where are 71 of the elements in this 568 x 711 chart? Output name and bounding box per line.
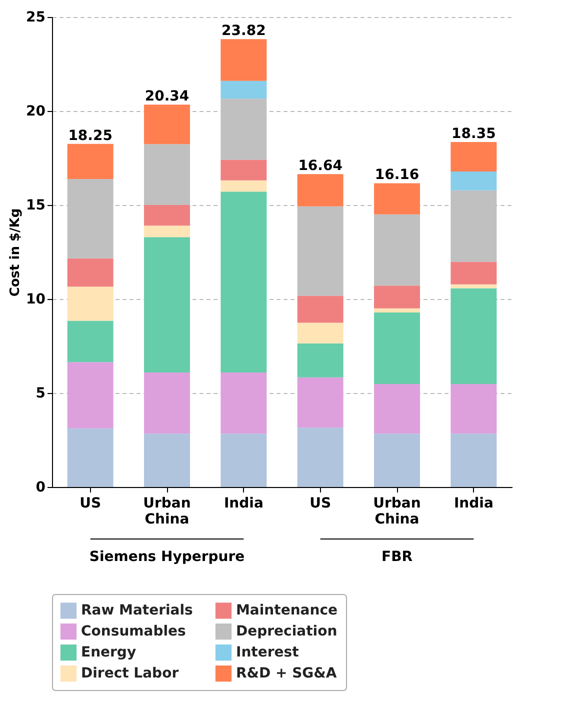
y-tick-label: 20 <box>26 104 46 120</box>
x-tick-label: Urban China <box>143 496 191 528</box>
total-label: 23.82 <box>222 23 266 40</box>
total-label: 16.16 <box>374 167 420 184</box>
bar <box>297 296 344 323</box>
bar <box>67 286 114 321</box>
legend-label: R&D + SG&A <box>236 666 337 682</box>
bar <box>450 262 497 284</box>
bar <box>144 205 190 226</box>
y-tick-label: 0 <box>36 480 46 496</box>
total-label: 18.35 <box>452 126 496 142</box>
bar <box>297 428 344 487</box>
bar <box>374 308 420 313</box>
total-label: 16.64 <box>298 158 343 174</box>
bar <box>220 192 267 373</box>
bar <box>144 372 190 434</box>
bar <box>297 206 344 296</box>
bar <box>450 288 497 384</box>
text: FBR <box>381 549 413 565</box>
bar <box>67 258 114 287</box>
bar <box>220 39 267 81</box>
bar <box>220 180 267 192</box>
bar <box>67 362 114 428</box>
x-tick-label: Urban China <box>373 496 421 528</box>
bar <box>374 434 420 487</box>
bar <box>450 284 497 288</box>
bar <box>374 214 420 286</box>
y-tick-label: 15 <box>26 198 46 214</box>
text: Siemens Hyperpure <box>89 549 245 565</box>
bar <box>144 237 190 373</box>
legend-label: Energy <box>81 644 136 660</box>
x-tick-label: India <box>224 496 264 512</box>
legend-label: Maintenance <box>236 602 338 619</box>
bar <box>374 312 420 384</box>
y-tick-label: 25 <box>26 10 46 26</box>
bar <box>374 286 420 308</box>
legend-label: Direct Labor <box>81 666 179 682</box>
bar <box>297 174 344 206</box>
bar <box>144 226 190 238</box>
x-tick-label: US <box>310 496 332 512</box>
bar <box>220 160 267 180</box>
x-tick-label: India <box>454 496 494 512</box>
bar <box>450 172 497 190</box>
bar <box>450 142 497 172</box>
bar <box>144 144 190 205</box>
y-axis-title: Cost in $/Kg <box>8 208 24 297</box>
bar <box>220 98 267 160</box>
bar <box>67 428 114 487</box>
bar <box>374 183 420 214</box>
total-label: 20.34 <box>144 88 190 105</box>
total-label: 18.25 <box>68 128 112 144</box>
y-tick-label: 10 <box>26 292 46 308</box>
legend-label: Raw Materials <box>81 602 193 619</box>
bar <box>144 104 190 144</box>
bar <box>144 434 190 487</box>
bar <box>220 372 267 434</box>
bar <box>374 384 420 434</box>
legend-label: Depreciation <box>236 624 338 640</box>
bar <box>220 80 267 99</box>
legend-label: Interest <box>236 644 300 660</box>
x-tick-label: US <box>80 496 102 512</box>
bar <box>67 144 114 180</box>
bar <box>220 434 267 487</box>
bar <box>450 384 497 434</box>
legend-label: Consumables <box>81 624 186 640</box>
bar <box>297 322 344 344</box>
bar <box>67 320 114 362</box>
bar <box>297 377 344 428</box>
bar <box>450 434 497 487</box>
bar <box>297 343 344 378</box>
y-tick-label: 5 <box>36 386 46 402</box>
